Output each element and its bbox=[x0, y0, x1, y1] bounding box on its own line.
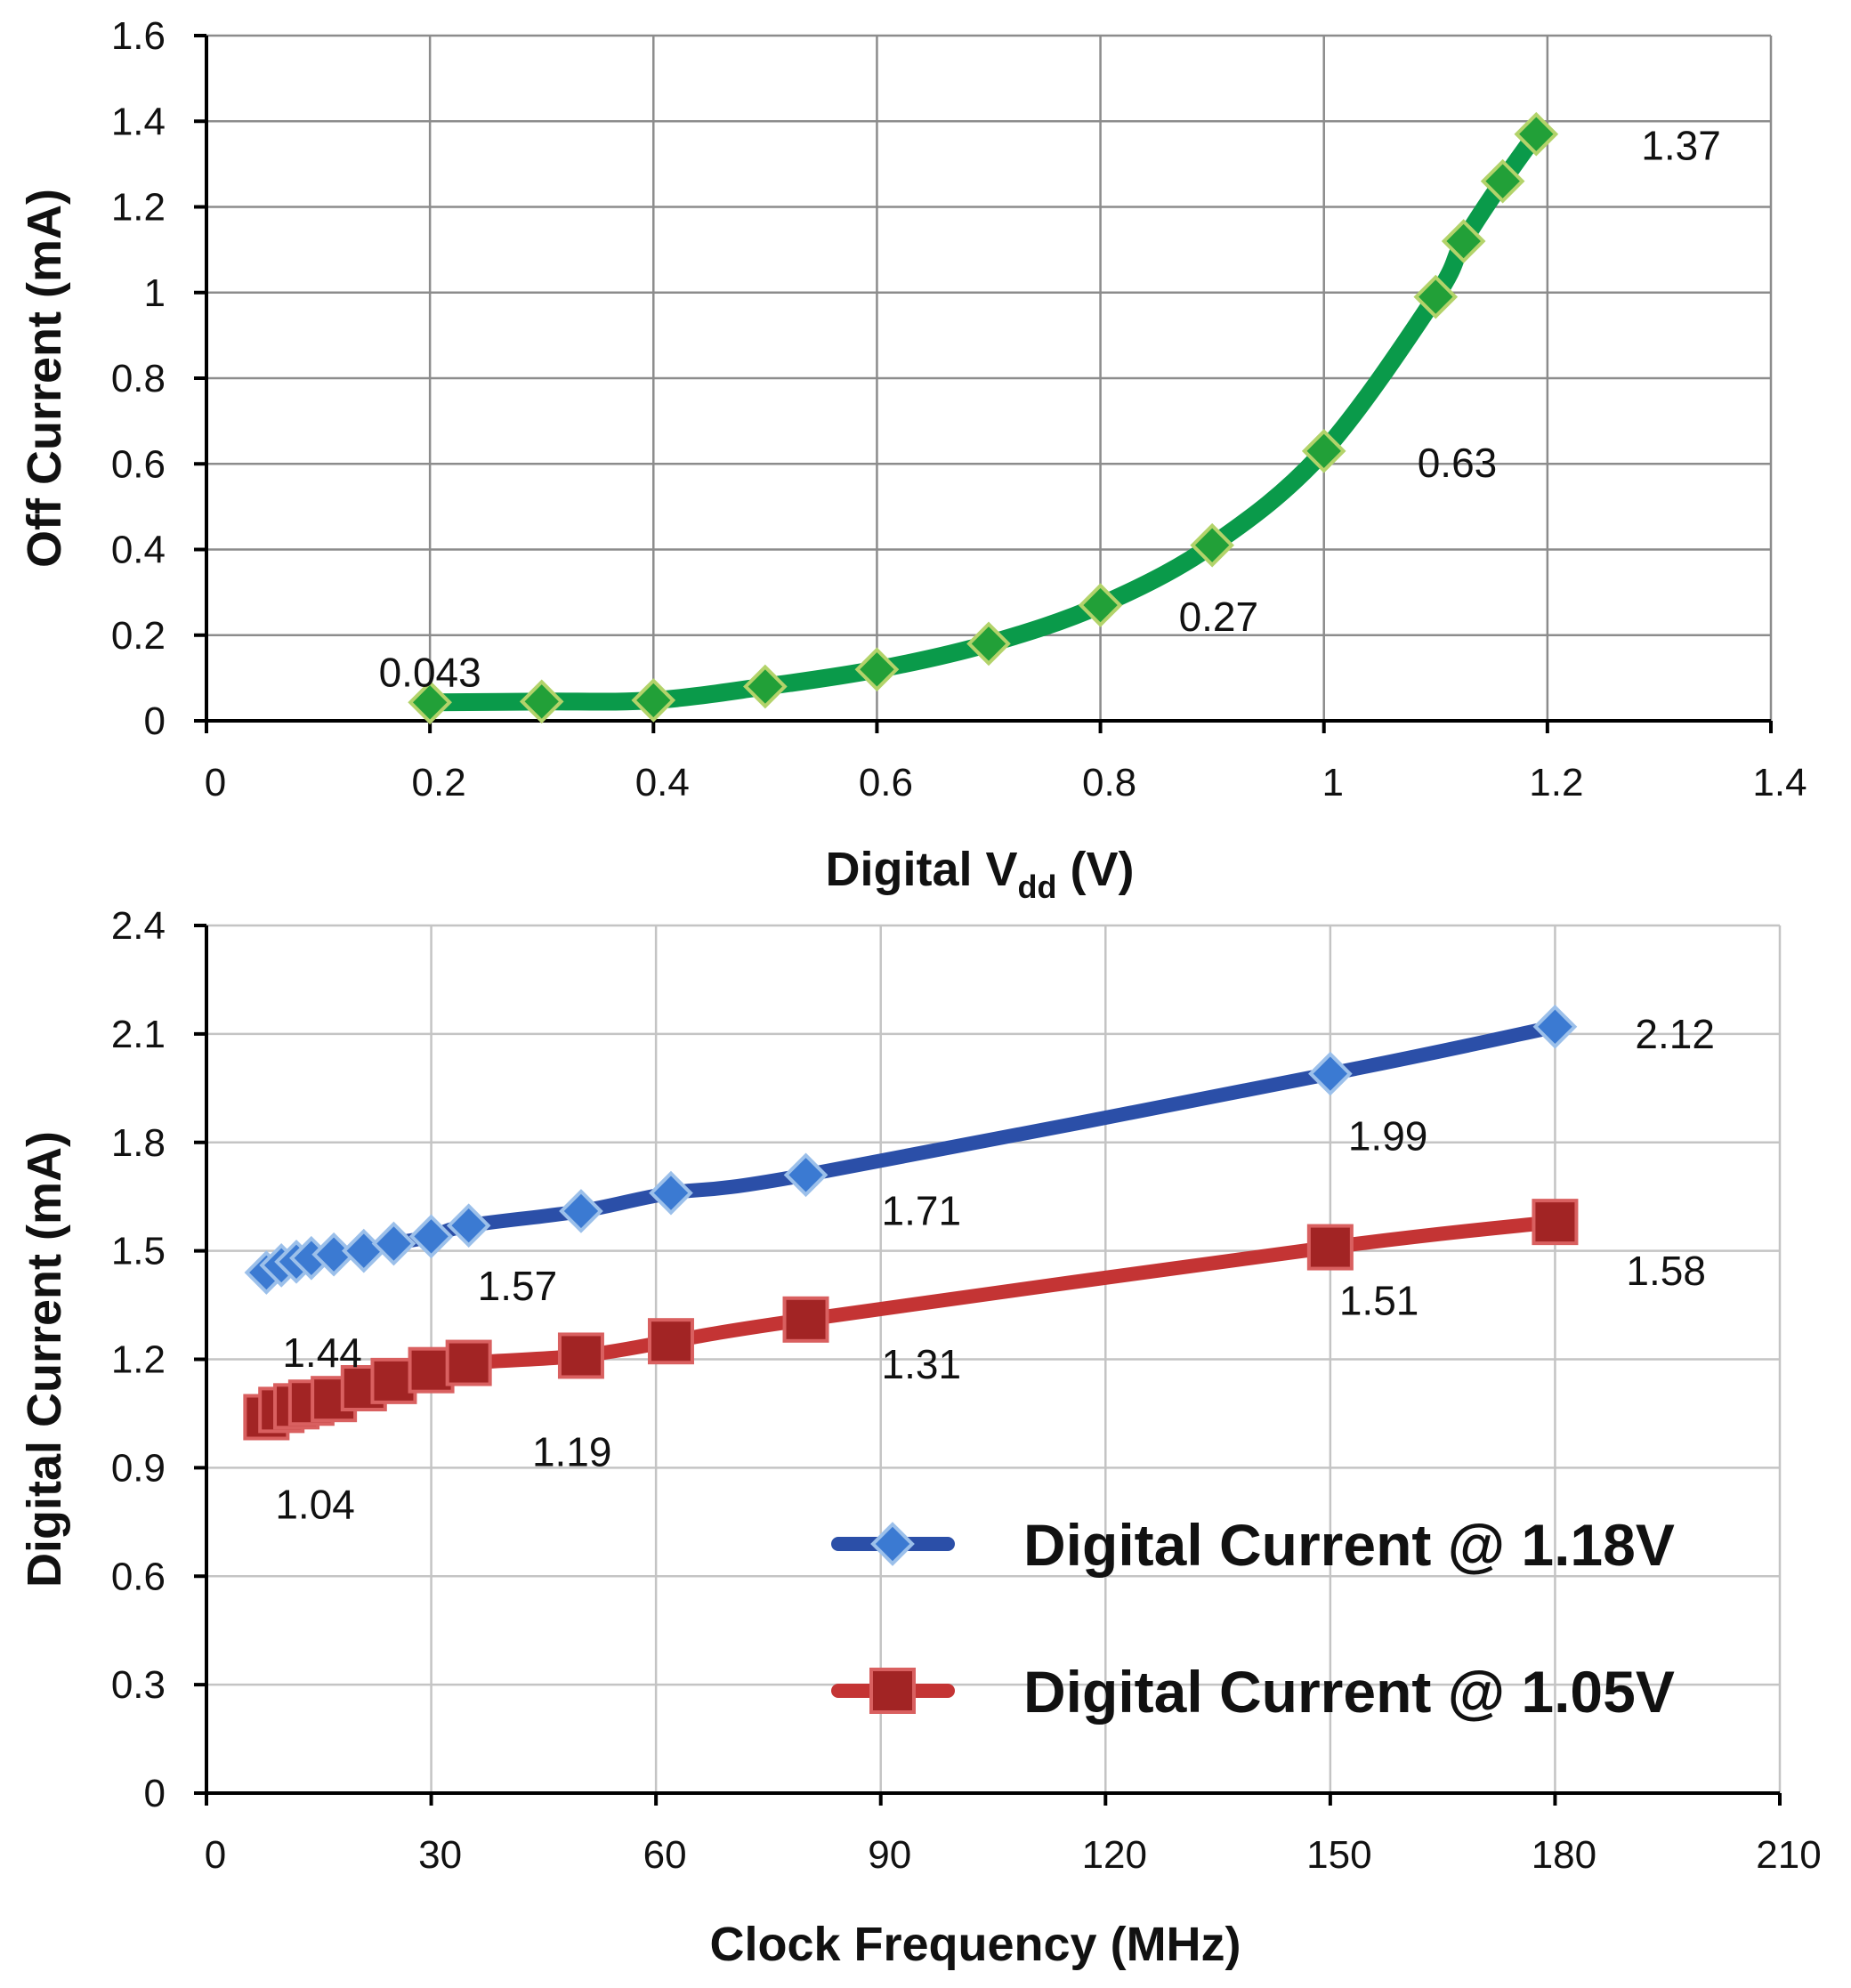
data-point-marker bbox=[559, 1189, 603, 1233]
x-axis-title: Digital Vdd (V) bbox=[825, 843, 1134, 905]
y-tick-label: 0.4 bbox=[111, 529, 166, 572]
series-line bbox=[421, 125, 1546, 712]
x-tick-label: 0.6 bbox=[859, 761, 913, 804]
data-label: 1.44 bbox=[282, 1329, 362, 1376]
y-tick-label: 0.3 bbox=[111, 1663, 166, 1707]
data-point-marker bbox=[371, 1221, 416, 1266]
data-point-marker bbox=[1514, 111, 1559, 157]
y-tick-label: 0 bbox=[144, 699, 166, 743]
data-label: 1.71 bbox=[882, 1187, 962, 1233]
x-tick-label: 150 bbox=[1306, 1833, 1371, 1877]
x-tick-label: 210 bbox=[1756, 1833, 1821, 1877]
x-tick-label: 60 bbox=[643, 1833, 687, 1877]
y-axis-title: Off Current (mA) bbox=[18, 189, 71, 568]
data-point-marker bbox=[649, 1170, 693, 1216]
data-label: 1.51 bbox=[1339, 1278, 1419, 1324]
data-point-marker bbox=[446, 1203, 491, 1249]
series-1 bbox=[244, 1004, 1578, 1295]
data-point-marker bbox=[1480, 158, 1525, 204]
legend: Digital Current @ 1.18V Digital Current @… bbox=[831, 1512, 1675, 1725]
data-point-marker bbox=[1532, 1004, 1578, 1049]
x-tick-label: 90 bbox=[868, 1833, 911, 1877]
data-label: 1.19 bbox=[532, 1429, 612, 1475]
data-label: 0.27 bbox=[1179, 594, 1259, 640]
data-label: 0.63 bbox=[1418, 440, 1498, 486]
y-tick-label: 0.2 bbox=[111, 614, 166, 658]
data-label: 0.043 bbox=[379, 649, 481, 695]
data-label: 2.12 bbox=[1635, 1011, 1715, 1057]
y-tick-label: 1.2 bbox=[111, 1338, 166, 1382]
data-point-marker bbox=[966, 621, 1011, 667]
data-point-marker bbox=[743, 664, 788, 709]
data-point-marker bbox=[1306, 1224, 1354, 1271]
y-tick-label: 0 bbox=[144, 1772, 166, 1815]
y-tick-label: 1.5 bbox=[111, 1230, 166, 1273]
x-tick-label: 180 bbox=[1532, 1833, 1596, 1877]
y-tick-label: 1.2 bbox=[111, 186, 166, 230]
x-tick-label: 1 bbox=[1322, 761, 1343, 804]
data-point-marker bbox=[1441, 219, 1486, 263]
y-tick-label: 0.9 bbox=[111, 1446, 166, 1490]
data-point-marker bbox=[519, 679, 564, 724]
data-point-marker bbox=[408, 680, 452, 725]
data-label: 1.58 bbox=[1626, 1248, 1706, 1294]
y-tick-label: 0.6 bbox=[111, 1555, 166, 1598]
y-tick-label: 2.4 bbox=[111, 904, 166, 948]
x-axis-title: Clock Frequency (MHz) bbox=[709, 1918, 1241, 1971]
y-tick-label: 2.1 bbox=[111, 1013, 166, 1056]
y-axis-title: Digital Current (mA) bbox=[18, 1131, 71, 1588]
y-tick-label: 1 bbox=[144, 271, 166, 315]
data-point-marker bbox=[557, 1332, 604, 1379]
data-label: 1.31 bbox=[882, 1341, 962, 1387]
data-point-marker bbox=[854, 647, 900, 692]
data-point-marker bbox=[869, 1668, 916, 1714]
data-label: 1.99 bbox=[1348, 1113, 1428, 1160]
data-point-marker bbox=[341, 1228, 386, 1273]
data-point-marker bbox=[1190, 522, 1234, 568]
x-tick-label: 0 bbox=[205, 761, 226, 804]
x-tick-label: 0.2 bbox=[412, 761, 466, 804]
y-tick-label: 1.8 bbox=[111, 1121, 166, 1165]
y-tick-label: 1.6 bbox=[111, 14, 166, 58]
series-2 bbox=[243, 1199, 1579, 1441]
x-tick-label: 120 bbox=[1082, 1833, 1147, 1877]
x-tick-label: 1.2 bbox=[1529, 761, 1583, 804]
x-tick-label: 1.4 bbox=[1752, 761, 1807, 804]
data-label: 1.37 bbox=[1641, 123, 1721, 169]
data-point-marker bbox=[1413, 274, 1459, 319]
data-point-marker bbox=[647, 1318, 694, 1365]
y-tick-label: 0.8 bbox=[111, 357, 166, 400]
data-point-marker bbox=[1078, 583, 1123, 627]
data-point-marker bbox=[445, 1339, 492, 1386]
data-point-marker bbox=[631, 678, 676, 723]
data-label: 1.57 bbox=[478, 1263, 558, 1309]
x-tick-label: 0.4 bbox=[635, 761, 690, 804]
data-point-marker bbox=[1308, 1051, 1353, 1096]
data-point-marker bbox=[870, 1522, 915, 1566]
data-label: 1.04 bbox=[275, 1482, 355, 1528]
y-tick-label: 1.4 bbox=[111, 100, 166, 143]
y-tick-label: 0.6 bbox=[111, 442, 166, 486]
chart-1: 0 0.2 0.4 0.6 0.8 1 1.2 1.4 0 0.2 0.4 0.6 0.8 1 1.2 1.4… bbox=[18, 14, 1807, 905]
data-point-marker bbox=[783, 1152, 829, 1198]
data-point-marker bbox=[782, 1296, 829, 1343]
x-tick-label: 30 bbox=[418, 1833, 462, 1877]
data-point-marker bbox=[1301, 428, 1346, 473]
x-tick-label: 0 bbox=[205, 1833, 226, 1877]
chart-2: 0 30 60 90 120 150 180 210 0 0.3 0.6 0.9 1.2 1.5 1.8 2.… bbox=[18, 904, 1822, 1971]
legend-label: Digital Current @ 1.05V bbox=[1023, 1659, 1675, 1725]
x-tick-label: 0.8 bbox=[1082, 761, 1136, 804]
data-point-marker bbox=[408, 1214, 454, 1259]
data-point-marker bbox=[1532, 1199, 1579, 1246]
legend-label: Digital Current @ 1.18V bbox=[1023, 1512, 1675, 1578]
